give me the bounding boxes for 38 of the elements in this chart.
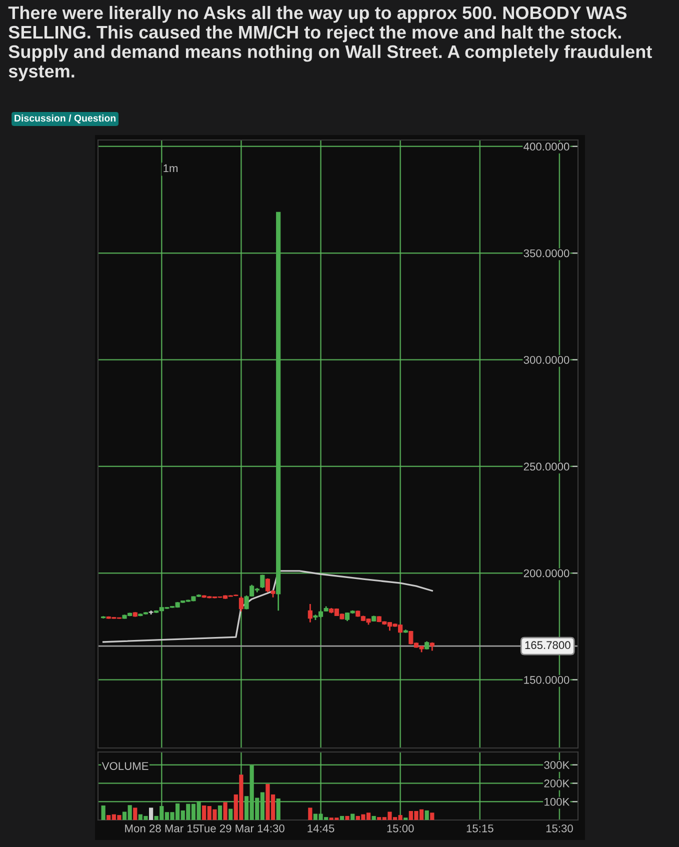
y-tick-label: 400.0000 — [524, 142, 570, 151]
y-tick-label: 100K — [544, 798, 570, 806]
bar — [223, 802, 228, 820]
bar — [228, 808, 233, 820]
y-tick-label: 250.0000 — [524, 462, 570, 471]
bar — [372, 816, 376, 820]
bar — [430, 812, 434, 820]
bar — [218, 805, 222, 820]
y-tick-label: 300K — [544, 761, 570, 769]
ref-line-label: 165.7800 — [525, 641, 570, 650]
x-tick-label: 15:00 — [387, 824, 414, 832]
chart-title: There were literally no Asks all the way up to approx 500. NOBODY WAS SELLING. This caused the MM/CH to reject the move and halt the stock. Supply and demand means nothing on Wall Street. A completely fraudulent system. — [8, 6, 652, 82]
x-tick-label: 14:45 — [308, 824, 334, 832]
bar — [276, 798, 280, 820]
bar — [101, 805, 106, 820]
bar — [340, 816, 344, 820]
y-tick-label: 200.0000 — [524, 569, 570, 578]
y-tick-label: 300.0000 — [524, 356, 570, 364]
x-tick-label: 15:30 — [546, 824, 573, 832]
bar — [133, 808, 138, 820]
x-tick-label: Tue 29 Mar 14:30 — [198, 824, 284, 832]
bar — [350, 814, 355, 820]
candlestick — [308, 603, 312, 624]
y-tick-label: 150.0000 — [524, 676, 570, 684]
bar — [148, 808, 154, 820]
annotation: VOLUME — [102, 762, 148, 770]
x-tick-label: 15:15 — [466, 824, 494, 832]
line-series — [102, 570, 433, 643]
bar — [424, 810, 429, 820]
y-tick-label: 200K — [544, 780, 570, 788]
candlestick — [260, 574, 265, 589]
bar — [345, 816, 350, 820]
text: Discussion / Question — [14, 114, 116, 124]
bar — [308, 808, 312, 820]
x-tick-label: Mon 28 Mar 15 — [125, 824, 199, 832]
candlestick — [238, 596, 244, 612]
y-tick-label: 350.0000 — [524, 249, 570, 258]
annotation: 1m — [164, 164, 178, 172]
